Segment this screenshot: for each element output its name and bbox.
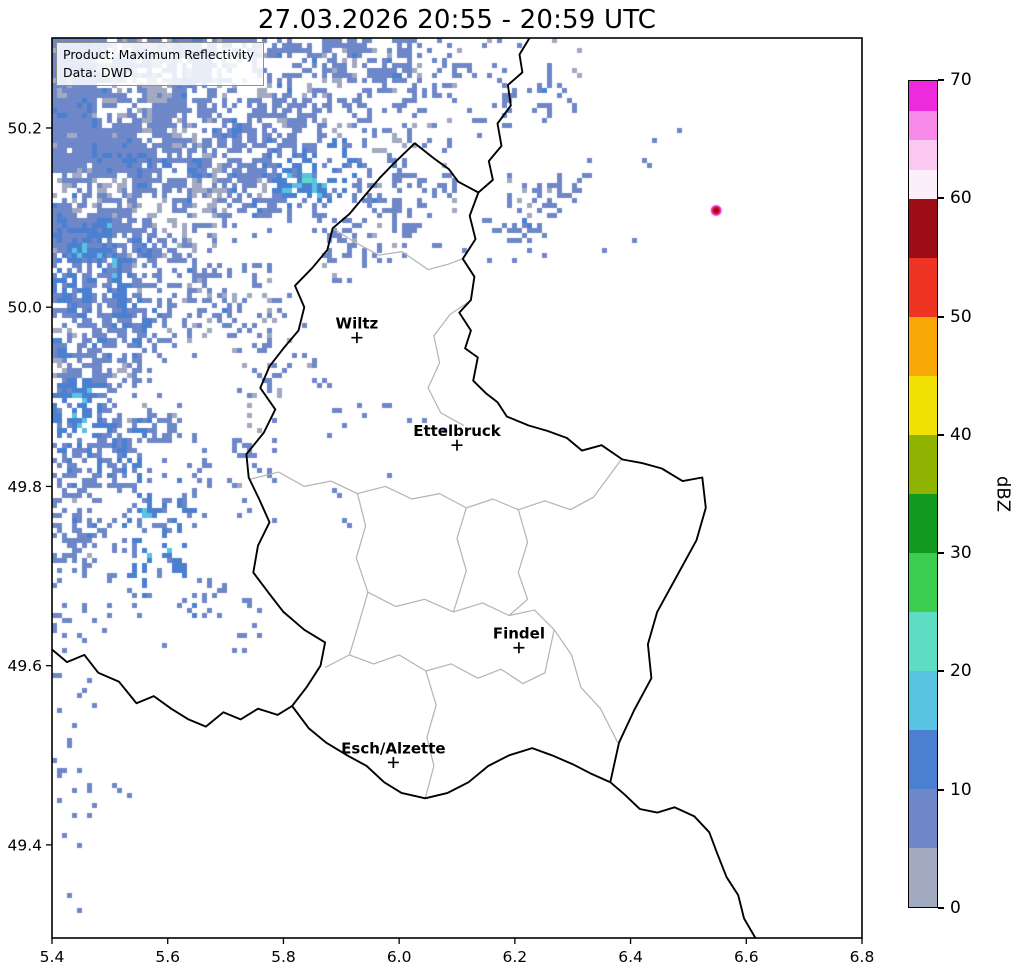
colorbar-band [909,258,937,317]
district-border-line [452,507,467,613]
colorbar-band [909,110,937,140]
colorbar-band [909,671,937,730]
colorbar-band [909,169,937,199]
colorbar-band [909,848,937,907]
colorbar-band [909,494,937,553]
district-border-line [427,299,472,427]
city-label: Findel [493,625,545,643]
colorbar-tick [938,197,944,200]
y-tick-label: 49.8 [7,478,42,496]
colorbar-band [909,730,937,789]
colorbar-tick [938,907,944,909]
x-tick-label: 6.0 [387,948,412,966]
district-border-line [508,509,529,616]
colorbar-tick-label: 70 [950,70,972,90]
colorbar-band [909,317,937,376]
map-plot-area: 5.4 5.6 5.8 6.0 6.2 6.4 6.6 6.8 49.4 49.6 49.8 50.0… [7,37,874,966]
x-tick-label: 5.8 [271,948,296,966]
district-border-line [367,591,555,631]
x-tick-label: 5.6 [155,948,180,966]
colorbar-tick [938,552,944,555]
colorbar-band [909,199,937,258]
data-source-label: Data: DWD [63,64,133,80]
national-border-line [245,142,707,800]
colorbar-tick-label: 20 [950,661,972,682]
colorbar-tick-label: 30 [950,543,972,564]
colorbar-unit-text: dBZ [992,475,1014,513]
product-info-box: Product: Maximum Reflectivity Data: DWD [56,42,265,86]
x-tick-label: 6.6 [734,948,759,966]
city-label: Esch/Alzette [341,739,445,757]
x-tick-label: 5.4 [40,948,65,966]
colorbar-band [909,435,937,494]
plot-frame [51,37,863,939]
colorbar-tick [938,433,944,436]
district-border-line [553,629,619,743]
x-tick-label: 6.4 [618,948,643,966]
city-marker [387,756,399,768]
y-tick-label: 50.2 [7,119,42,137]
x-tick-label: 6.2 [503,948,528,966]
colorbar-tick-label: 0 [950,898,961,918]
colorbar-band [909,81,937,111]
colorbar [908,80,938,908]
district-border-line [332,227,464,271]
y-tick-label: 49.4 [7,836,42,854]
national-border-line [609,781,757,939]
city-marker [451,439,463,451]
colorbar-tick [938,79,944,81]
colorbar-unit-label: dBZ [993,476,1014,512]
colorbar-tick [938,788,944,791]
district-border-line [249,459,622,511]
colorbar-tick-label: 50 [950,306,972,327]
city-label: Wiltz [336,315,379,333]
city-label: Ettelbruck [413,422,502,440]
colorbar-band [909,376,937,435]
district-border-line [349,629,555,685]
figure-title: 27.03.2026 20:55 - 20:59 UTC [257,5,657,35]
colorbar-tick-label: 10 [950,779,972,800]
x-tick-label: 6.8 [850,948,875,966]
colorbar-tick [938,315,944,318]
colorbar-band [909,553,937,612]
national-border-line [477,37,531,194]
city-marker [351,332,363,344]
colorbar-band [909,612,937,671]
colorbar-tick-label: 60 [950,188,972,209]
y-tick-label: 49.6 [7,657,42,675]
colorbar-band [909,789,937,848]
colorbar-tick-label: 40 [950,424,972,445]
colorbar-tick [938,670,944,673]
district-border-line [324,493,369,669]
district-border-line [424,670,437,799]
product-label: Product: Maximum Reflectivity [63,47,255,62]
national-border-line [51,648,293,728]
map-overlay-svg: 5.4 5.6 5.8 6.0 6.2 6.4 6.6 6.8 49.4 49.6 49.8 50.0… [7,37,874,966]
y-tick-label: 50.0 [7,299,42,317]
colorbar-band [909,140,937,170]
city-marker [513,642,525,654]
